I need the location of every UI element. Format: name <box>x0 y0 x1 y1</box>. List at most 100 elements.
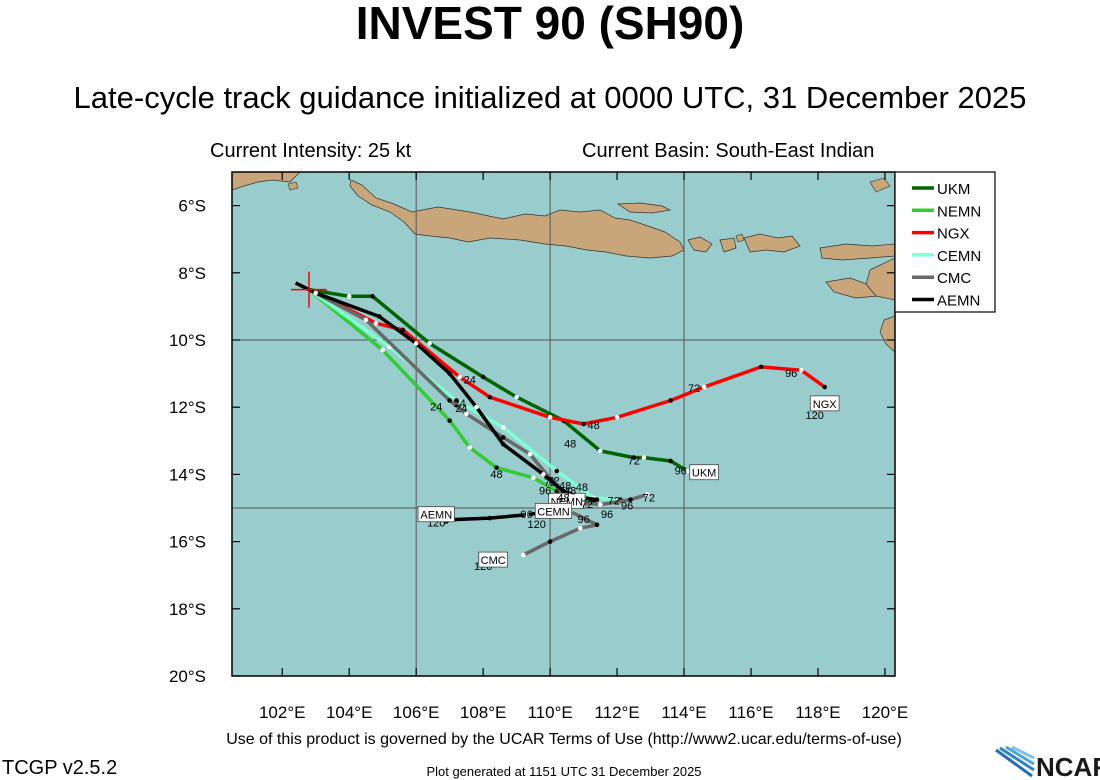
forecast-hour-label: 24 <box>455 403 467 415</box>
track-point <box>541 472 546 477</box>
legend-label: AEMN <box>937 293 980 310</box>
track-point <box>531 475 536 481</box>
madura-island <box>616 202 672 214</box>
current-basin: Current Basin: South-East Indian <box>582 140 875 162</box>
track-point <box>644 492 650 497</box>
x-tick-label: 114°E <box>661 703 706 722</box>
track-point <box>500 425 506 430</box>
track-point <box>373 320 379 326</box>
forecast-hour-label: 96 <box>675 465 687 477</box>
forecast-hour-label: 72 <box>544 477 556 489</box>
forecast-hour-label: 48 <box>559 481 571 493</box>
bali-island <box>687 236 713 253</box>
track-point <box>798 367 804 373</box>
ocean-background <box>232 172 895 676</box>
x-tick-label: 112°E <box>594 703 639 722</box>
track-end-box <box>478 551 508 568</box>
forecast-hour-label: 72 <box>688 383 700 395</box>
y-tick-label: 20°S <box>169 667 206 686</box>
forecast-hour-label: 48 <box>564 486 576 498</box>
track-end-box <box>417 506 455 523</box>
track-cmc <box>308 288 599 557</box>
lombok-island <box>719 237 737 253</box>
axes: 102°E 104°E 106°E 108°E 110°E 112°E 114°E 116°E… <box>169 172 908 722</box>
track-point <box>447 398 452 403</box>
islet <box>735 233 745 243</box>
track-point <box>547 539 553 544</box>
forecast-hour-label: 120 <box>805 410 823 422</box>
islet <box>287 181 299 191</box>
map-subtitle: Late-cycle track guidance initialized at… <box>73 80 1027 115</box>
flores-island <box>819 243 895 261</box>
track-point <box>758 364 764 370</box>
track-end-box <box>689 464 719 481</box>
track-point <box>454 398 459 403</box>
track-point <box>561 488 566 494</box>
land-layer <box>232 172 895 353</box>
x-tick-label: 118°E <box>795 703 840 722</box>
x-tick-label: 108°E <box>460 703 507 722</box>
forecast-hour-label: 48 <box>576 482 588 494</box>
forecast-hour-label: 24 <box>464 375 476 387</box>
track-point <box>487 515 493 521</box>
map-frame <box>231 171 896 677</box>
track-point <box>594 497 600 502</box>
track-point <box>685 468 690 474</box>
track-point <box>598 448 603 454</box>
current-intensity: Current Intensity: 25 kt <box>210 140 412 162</box>
track-point <box>363 317 369 323</box>
tcgp-version: TCGP v2.5.2 <box>2 757 118 779</box>
y-tick-label: 8°S <box>178 264 206 283</box>
ncar-logo: NCAR <box>995 746 1100 780</box>
track-point <box>527 451 533 457</box>
track-point <box>427 341 432 346</box>
track-point <box>487 394 493 400</box>
track-point <box>514 394 519 400</box>
y-tick-label: 18°S <box>169 600 206 619</box>
track-end-label: UKM <box>692 468 716 480</box>
track-point <box>346 294 352 299</box>
forecast-hour-label: 96 <box>521 509 533 521</box>
track-point <box>464 411 469 417</box>
timor-island <box>865 257 895 301</box>
legend-label: CMC <box>937 270 971 287</box>
forecast-hour-label: 96 <box>539 486 551 498</box>
track-end-label: CEMN <box>537 506 569 518</box>
sumbawa-island <box>743 233 801 253</box>
legend-label: NEMN <box>937 203 981 220</box>
y-tick-label: 12°S <box>169 398 206 417</box>
forecast-hour-label: 96 <box>577 514 589 526</box>
track-point <box>500 441 506 447</box>
x-tick-label: 120°E <box>862 703 909 722</box>
legend-label: NGX <box>937 226 970 243</box>
track-end-box <box>534 502 573 519</box>
y-tick-label: 6°S <box>178 197 206 216</box>
track-point <box>313 290 319 296</box>
track-point <box>554 468 560 474</box>
track-point <box>377 314 382 319</box>
legend-label: UKM <box>937 181 970 198</box>
forecast-hour-label: 48 <box>490 469 502 481</box>
track-point <box>447 418 452 423</box>
model-legend: UKM NEMN NGX CEMN CMC AEMN <box>894 171 996 313</box>
forecast-hour-label: 96 <box>621 501 633 513</box>
islet <box>869 177 891 193</box>
track-point <box>594 522 600 528</box>
forecast-hour-label: 72 <box>643 492 655 504</box>
track-end-label: CMC <box>481 555 506 567</box>
track-point <box>668 458 673 464</box>
svg-text:NCAR: NCAR <box>1036 752 1100 780</box>
track-point <box>494 465 499 470</box>
track-point <box>413 341 419 346</box>
track-end-box <box>809 395 840 412</box>
track-point <box>577 525 583 531</box>
track-point <box>641 455 647 460</box>
map-title: INVEST 90 (SH90) <box>355 0 745 49</box>
track-point <box>547 414 553 420</box>
x-tick-label: 102°E <box>259 703 306 722</box>
track-point <box>447 371 452 376</box>
forecast-hour-label: 48 <box>588 420 600 432</box>
forecast-hour-label: 96 <box>601 509 613 521</box>
